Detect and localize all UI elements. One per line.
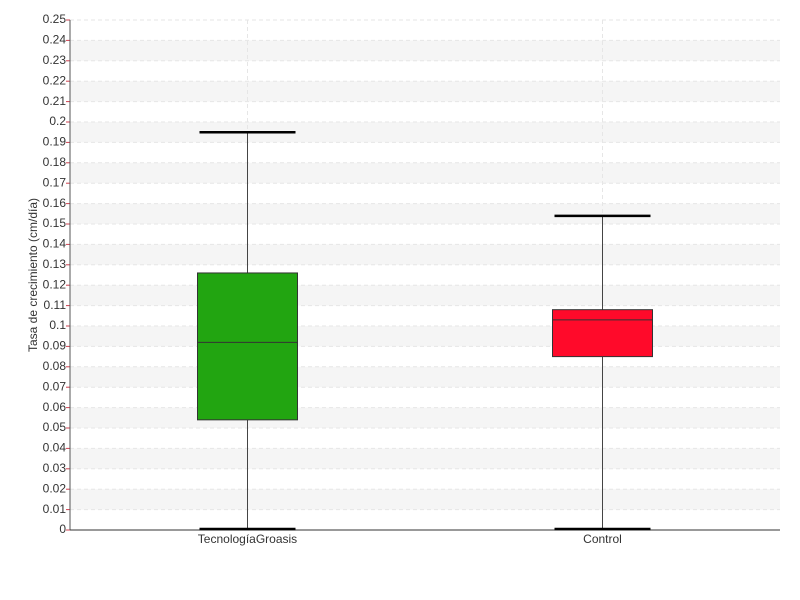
box (197, 272, 298, 421)
y-tick-label: 0.23 (43, 53, 67, 67)
y-tick-label: 0.01 (43, 502, 67, 516)
y-tick-label: 0.14 (43, 237, 67, 251)
y-tick-label: 0.21 (43, 94, 67, 108)
y-tick-label: 0.1 (49, 318, 66, 332)
grid-band (70, 407, 780, 428)
grid-band (70, 81, 780, 102)
grid-band (70, 326, 780, 347)
y-tick-label: 0.12 (43, 277, 67, 291)
y-tick-label: 0.17 (43, 175, 67, 189)
y-tick-label: 0.05 (43, 420, 67, 434)
y-tick-label: 0.06 (43, 400, 67, 414)
x-tick-label: Control (583, 532, 622, 546)
y-tick-label: 0.13 (43, 257, 67, 271)
y-tick-label: 0 (59, 522, 66, 536)
y-tick-label: 0.19 (43, 135, 67, 149)
y-tick-label: 0.03 (43, 461, 67, 475)
y-tick-label: 0.18 (43, 155, 67, 169)
y-tick-label: 0.2 (49, 114, 66, 128)
y-tick-label: 0.02 (43, 481, 67, 495)
grid-band (70, 40, 780, 61)
y-tick-label: 0.04 (43, 441, 67, 455)
grid-band (70, 162, 780, 184)
y-tick-label: 0.09 (43, 339, 67, 353)
y-tick-label: 0.08 (43, 359, 67, 373)
x-tick-label: TecnologíaGroasis (198, 532, 297, 546)
y-tick-label: 0.16 (43, 196, 67, 210)
grid-band (70, 122, 780, 143)
grid-band (70, 203, 780, 224)
y-tick-label: 0.22 (43, 73, 67, 87)
y-tick-label: 0.24 (43, 33, 67, 47)
box (552, 309, 653, 358)
grid-band (70, 489, 780, 510)
grid-band (70, 448, 780, 469)
grid-band (70, 285, 780, 306)
grid-band (70, 244, 780, 265)
y-tick-label: 0.07 (43, 379, 67, 393)
y-tick-label: 0.15 (43, 216, 67, 230)
y-axis-label: Tasa de crecimiento (cm/día) (26, 198, 40, 352)
y-tick-label: 0.25 (43, 12, 67, 26)
y-tick-label: 0.11 (44, 298, 67, 312)
grid-band (70, 366, 780, 388)
